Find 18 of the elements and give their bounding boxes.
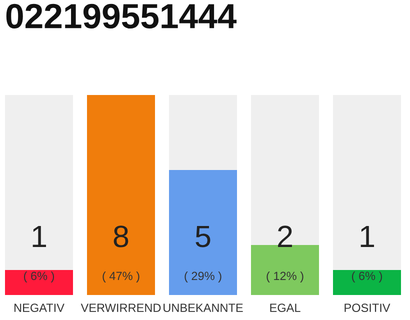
bar — [333, 270, 401, 295]
x-tick-label: POSITIV — [344, 304, 390, 312]
chart-title: 022199551444 — [6, 4, 237, 29]
annotation: ( 6% ) — [24, 271, 54, 282]
data-label: 8 — [114, 226, 128, 248]
x-tick-label: UNBEKANNTE — [164, 304, 243, 312]
bar — [5, 270, 73, 295]
x-tick-label: VERWIRREND — [80, 304, 161, 312]
data-label: 2 — [278, 226, 292, 247]
x-tick-label: EGAL — [270, 304, 300, 312]
annotation: ( 47% ) — [102, 271, 140, 282]
annotation: ( 12% ) — [266, 271, 304, 282]
data-label: 5 — [196, 226, 210, 248]
data-label: 1 — [360, 226, 374, 247]
annotation: ( 29% ) — [184, 271, 222, 282]
data-label: 1 — [32, 226, 46, 247]
annotation: ( 6% ) — [352, 271, 382, 282]
x-tick-label: NEGATIV — [14, 304, 64, 312]
